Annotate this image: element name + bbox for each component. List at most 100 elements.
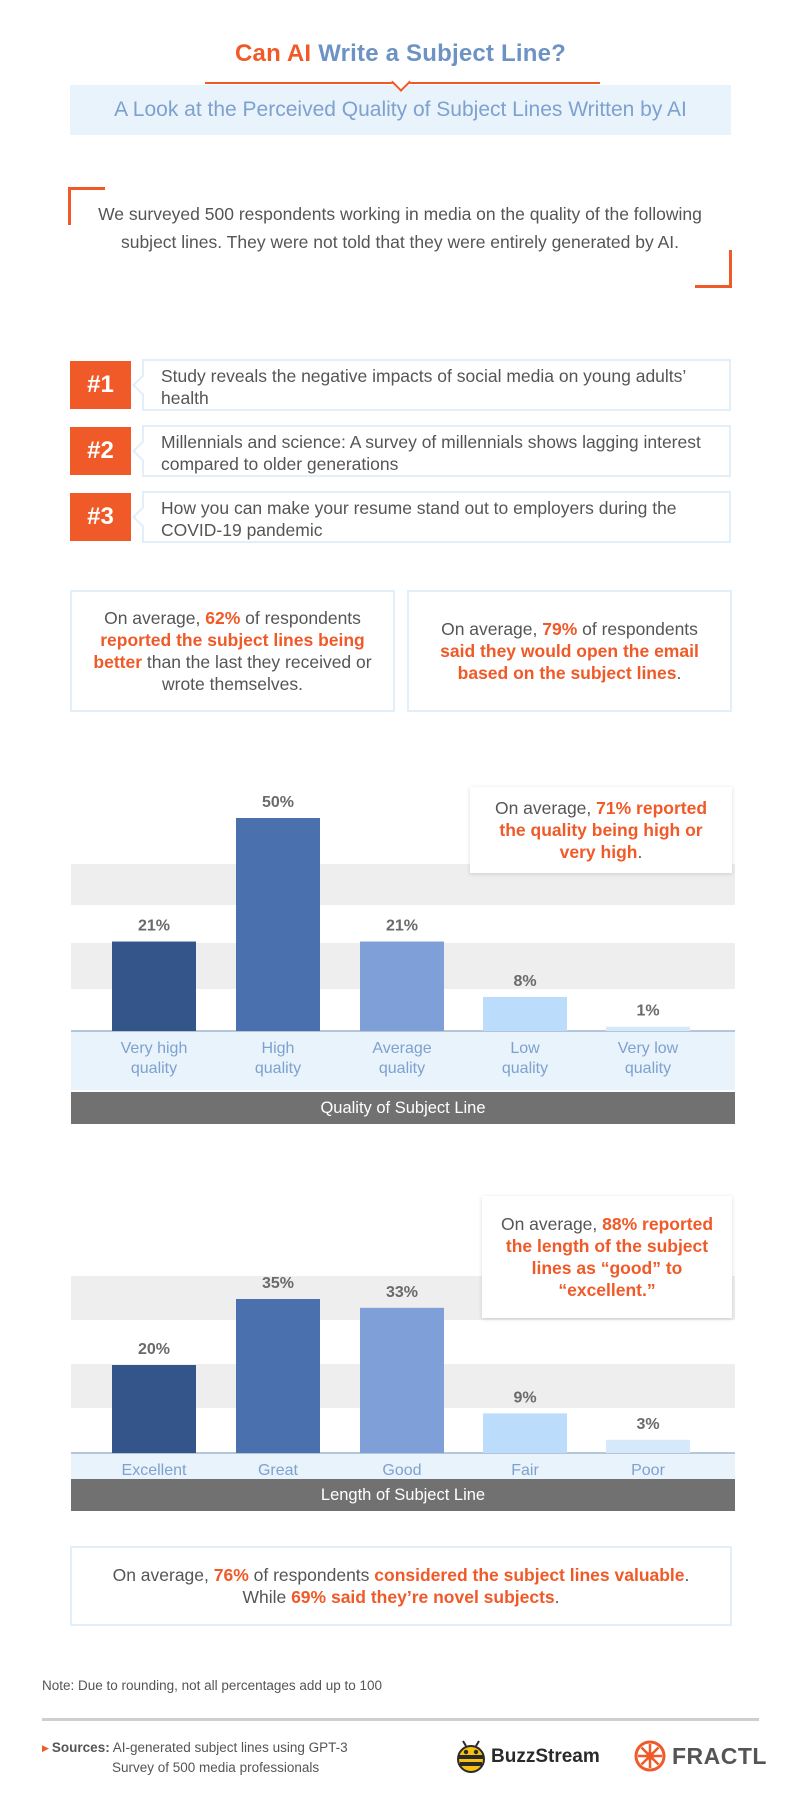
data-label: 1% [636,1003,659,1020]
x-tick-label: quality [379,1060,425,1077]
stat-valuable-box: On average, 76% of respondents considere… [70,1546,732,1626]
data-label: 9% [513,1389,536,1406]
bar-high-quality [236,818,320,1031]
title-part2: Write a Subject Line? [318,40,566,67]
x-tick-label: High [262,1040,295,1057]
x-tick-label: Very low [618,1040,679,1057]
fractl-logo: FRACTL [634,1740,767,1772]
quality-axis-title: Quality of Subject Line [71,1092,735,1124]
stat-text: . While [242,1565,690,1607]
quality-chart: 21% Very high quality 50% High quality 21% Aver… [71,794,735,1090]
intro-text: We surveyed 500 respondents working in m… [98,204,702,252]
callout-text: On average, [494,798,597,818]
category-label-panel [71,1031,735,1090]
subject-line-text: How you can make your resume stand out t… [142,491,731,543]
stat-pct: 79% [542,619,578,639]
rank-badge: #1 [70,361,131,409]
x-tick-label: Low [510,1040,540,1057]
callout-text: . [637,842,643,862]
callout-highlight: 71% reported the quality being high or v… [499,798,708,862]
bar-low-quality [483,996,567,1031]
intro-bracket-bottom-right [695,250,732,288]
data-label: 33% [386,1284,418,1301]
bar-poor [606,1439,690,1453]
bar-average-quality [360,941,444,1031]
callout-highlight: 88% reported the length of the subject l… [505,1214,714,1300]
sources: ▶ Sources: AI-generated subject lines usi… [42,1738,348,1777]
subject-line-text: Study reveals the negative impacts of so… [142,359,731,411]
stat-highlight: reported the subject lines being better [93,630,365,672]
fractl-wordmark: FRACTL [672,1742,767,1769]
arrow-icon: ▶ [42,1742,49,1753]
footer-divider [42,1718,759,1721]
x-tick-label: quality [625,1060,671,1077]
category-label-panel [71,1453,735,1479]
x-axis-label: Length of Subject Line [320,1485,486,1504]
data-label: 21% [138,918,170,935]
x-tick-label: quality [131,1060,177,1077]
stat-text: . [676,663,682,683]
stat-open-box: On average, 79% of respondents said they… [407,590,732,712]
stat-better-text: On average, 62% of respondents reported … [86,607,379,695]
x-tick-label: Very high [121,1040,188,1057]
buzzstream-logo: BuzzStream [455,1740,600,1774]
data-label: 35% [262,1275,294,1292]
intro-bracket-top-left [68,187,105,225]
fractl-burst-icon [634,1740,666,1772]
subject-line-3: #3 How you can make your resume stand ou… [70,491,731,543]
quality-callout-text: On average, 71% reported the quality bei… [480,797,722,863]
callout-text: On average, [500,1214,603,1234]
x-tick-label: Fair [511,1462,539,1479]
stat-pct: 76% [213,1565,249,1585]
data-label: 21% [386,918,418,935]
source-1: AI-generated subject lines using GPT-3 [112,1740,348,1755]
data-label: 50% [262,794,294,811]
stat-highlight: 69% said they’re novel subjects [291,1587,555,1607]
x-tick-label: quality [502,1060,548,1077]
sources-label: Sources: [51,1740,110,1755]
bee-icon [457,1740,485,1773]
subject-line-text: Millennials and science: A survey of mil… [142,425,731,477]
bar-excellent [112,1365,196,1453]
bar-very-low-quality [606,1026,690,1031]
subject-line-1: #1 Study reveals the negative impacts of… [70,359,731,411]
stat-better-box: On average, 62% of respondents reported … [70,590,395,712]
x-tick-label: Poor [631,1462,665,1479]
stat-highlight: considered the subject lines valuable [374,1565,685,1585]
bar-good [360,1307,444,1453]
rank-badge: #2 [70,427,131,475]
buzzstream-wordmark: BuzzStream [491,1746,600,1767]
bar-fair [483,1413,567,1453]
stat-text: On average, [112,1565,214,1585]
length-callout-text: On average, 88% reported the length of t… [492,1213,722,1301]
stat-text: On average, [104,608,206,628]
length-axis-title: Length of Subject Line [71,1479,735,1511]
stat-open-text: On average, 79% of respondents said they… [431,618,708,684]
stat-text: On average, [441,619,543,639]
bar-very-high-quality [112,941,196,1031]
stat-text: . [554,1587,560,1607]
data-label: 8% [513,973,536,990]
x-tick-label: Great [258,1462,299,1479]
data-label: 3% [636,1416,659,1433]
title-part1: Can AI [234,40,312,67]
stat-text: of respondents [248,1565,375,1585]
x-tick-label: Excellent [122,1462,187,1479]
stat-pct: 62% [205,608,241,628]
x-axis-label: Quality of Subject Line [320,1098,486,1117]
x-tick-label: Average [372,1040,431,1057]
stat-valuable-text: On average, 76% of respondents considere… [112,1564,690,1608]
length-callout: On average, 88% reported the length of t… [482,1196,732,1318]
stat-highlight: said they would open the email based on … [440,641,699,683]
rank-badge: #3 [70,493,131,541]
rounding-note: Note: Due to rounding, not all percentag… [42,1678,382,1693]
stat-text: than the last they received or wrote the… [142,652,372,694]
x-tick-label: quality [255,1060,301,1077]
quality-callout: On average, 71% reported the quality bei… [470,787,732,873]
subject-line-2: #2 Millennials and science: A survey of … [70,425,731,477]
subtitle-banner: A Look at the Perceived Quality of Subje… [70,85,731,135]
x-tick-label: Good [382,1462,421,1479]
data-label: 20% [138,1341,170,1358]
bar-great [236,1299,320,1453]
source-2: Survey of 500 media professionals [112,1759,320,1775]
